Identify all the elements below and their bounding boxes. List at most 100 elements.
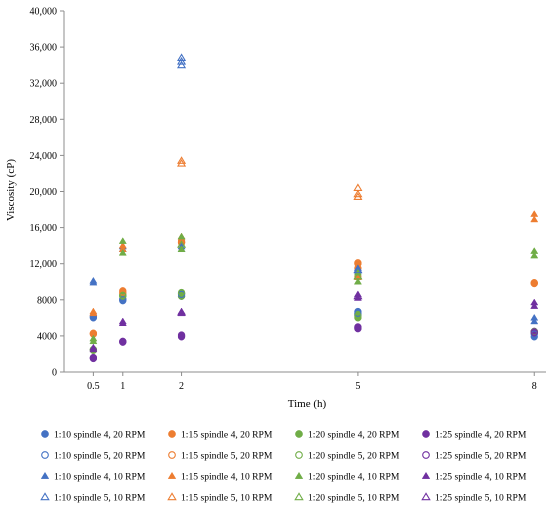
legend-label: 1:15 spindle 4, 20 RPM bbox=[181, 430, 273, 441]
data-point bbox=[177, 57, 187, 65]
data-point bbox=[530, 302, 539, 309]
legend-label: 1:15 spindle 5, 10 RPM bbox=[181, 493, 273, 504]
data-point bbox=[89, 334, 98, 342]
legend-item: 1:10 spindle 5, 20 RPM bbox=[41, 451, 146, 462]
y-tick-label: 8000 bbox=[37, 295, 57, 306]
legend-marker bbox=[422, 451, 430, 459]
legend-label: 1:20 spindle 5, 20 RPM bbox=[308, 451, 400, 462]
data-point bbox=[89, 307, 98, 315]
data-point bbox=[177, 53, 187, 61]
y-tick-label: 28,000 bbox=[30, 115, 58, 126]
x-axis-title: Time (h) bbox=[288, 398, 327, 410]
legend-label: 1:15 spindle 5, 20 RPM bbox=[181, 451, 273, 462]
legend-label: 1:20 spindle 5, 10 RPM bbox=[308, 493, 400, 504]
data-point bbox=[177, 232, 186, 240]
legend-marker bbox=[167, 492, 177, 501]
legend-item: 1:10 spindle 4, 20 RPM bbox=[41, 430, 146, 441]
data-point bbox=[530, 317, 539, 325]
data-point bbox=[177, 307, 187, 316]
legend-item: 1:15 spindle 5, 10 RPM bbox=[167, 492, 273, 504]
data-point bbox=[353, 189, 363, 198]
legend-item: 1:10 spindle 4, 10 RPM bbox=[40, 472, 146, 483]
legend-item: 1:20 spindle 4, 20 RPM bbox=[295, 430, 400, 441]
data-point bbox=[119, 296, 127, 304]
data-point bbox=[119, 292, 127, 300]
legend-label: 1:25 spindle 4, 10 RPM bbox=[435, 472, 527, 483]
data-point bbox=[118, 237, 127, 244]
legend-item: 1:25 spindle 4, 20 RPM bbox=[422, 430, 527, 441]
data-point bbox=[89, 354, 98, 362]
data-point bbox=[354, 324, 362, 332]
legend-marker bbox=[421, 492, 431, 501]
data-point bbox=[177, 332, 186, 340]
data-point bbox=[177, 240, 187, 248]
legend-item: 1:20 spindle 4, 10 RPM bbox=[294, 471, 400, 483]
data-point bbox=[89, 276, 98, 284]
data-point bbox=[118, 248, 127, 256]
legend-label: 1:10 spindle 5, 20 RPM bbox=[54, 451, 146, 462]
legend: 1:10 spindle 4, 20 RPM 1:15 spindle 4, 20… bbox=[40, 430, 527, 504]
legend-marker bbox=[41, 451, 49, 459]
x-tick-label: 2 bbox=[179, 381, 184, 392]
legend-item: 1:25 spindle 5, 10 RPM bbox=[421, 492, 527, 504]
legend-label: 1:25 spindle 5, 20 RPM bbox=[435, 451, 527, 462]
y-tick-label: 12,000 bbox=[30, 259, 58, 270]
data-point bbox=[119, 338, 127, 346]
data-point bbox=[530, 279, 538, 287]
legend-marker bbox=[168, 451, 176, 459]
legend-item: 1:15 spindle 5, 20 RPM bbox=[168, 451, 273, 462]
legend-marker bbox=[422, 430, 430, 438]
data-point bbox=[118, 241, 127, 249]
legend-item: 1:10 spindle 5, 10 RPM bbox=[40, 492, 146, 504]
y-tick-label: 4000 bbox=[37, 331, 57, 342]
data-point bbox=[89, 343, 98, 351]
y-tick-label: 0 bbox=[52, 368, 57, 379]
data-point bbox=[353, 183, 363, 191]
x-tick-label: 8 bbox=[532, 381, 537, 392]
x-tick-label: 1 bbox=[120, 381, 125, 392]
legend-item: 1:15 spindle 4, 10 RPM bbox=[167, 471, 273, 483]
legend-marker bbox=[421, 471, 431, 479]
legend-item: 1:25 spindle 4, 10 RPM bbox=[421, 471, 527, 483]
data-points bbox=[89, 53, 539, 363]
data-point bbox=[354, 309, 362, 317]
legend-label: 1:10 spindle 5, 10 RPM bbox=[54, 493, 146, 504]
legend-label: 1:15 spindle 4, 10 RPM bbox=[181, 472, 273, 483]
x-tick-label: 5 bbox=[355, 381, 360, 392]
data-point bbox=[118, 317, 127, 325]
legend-marker bbox=[167, 471, 177, 479]
data-point bbox=[530, 215, 539, 223]
data-point bbox=[353, 271, 363, 280]
legend-marker bbox=[41, 430, 49, 438]
data-point bbox=[530, 251, 539, 259]
y-tick-label: 24,000 bbox=[30, 151, 58, 162]
data-point bbox=[530, 247, 539, 254]
legend-marker bbox=[294, 471, 304, 479]
data-point bbox=[530, 313, 539, 321]
legend-marker bbox=[295, 430, 303, 438]
data-point bbox=[530, 298, 539, 306]
y-axis-title: Viscosity (cP) bbox=[5, 159, 17, 221]
legend-marker bbox=[295, 451, 303, 459]
data-point bbox=[530, 210, 539, 217]
legend-label: 1:25 spindle 5, 10 RPM bbox=[435, 493, 527, 504]
y-tick-label: 20,000 bbox=[30, 187, 58, 198]
legend-item: 1:20 spindle 5, 20 RPM bbox=[295, 451, 400, 462]
legend-marker bbox=[168, 430, 176, 438]
y-tick-label: 32,000 bbox=[30, 79, 58, 90]
data-point bbox=[354, 312, 362, 320]
legend-label: 1:10 spindle 4, 10 RPM bbox=[54, 472, 146, 483]
y-tick-label: 16,000 bbox=[30, 223, 58, 234]
data-point bbox=[353, 291, 363, 300]
data-point bbox=[119, 288, 127, 296]
legend-item: 1:25 spindle 5, 20 RPM bbox=[422, 451, 527, 462]
x-axis: 0.5 1 2 5 8 bbox=[64, 371, 546, 392]
x-tick-label: 0.5 bbox=[87, 381, 100, 392]
y-axis: 0 4000 8000 12,000 16,000 20,000 24,000 28,000 3… bbox=[30, 7, 65, 379]
data-point bbox=[177, 60, 187, 69]
legend-label: 1:20 spindle 4, 10 RPM bbox=[308, 472, 400, 483]
y-tick-label: 36,000 bbox=[30, 43, 58, 54]
data-point bbox=[353, 277, 362, 285]
data-point bbox=[177, 156, 187, 164]
